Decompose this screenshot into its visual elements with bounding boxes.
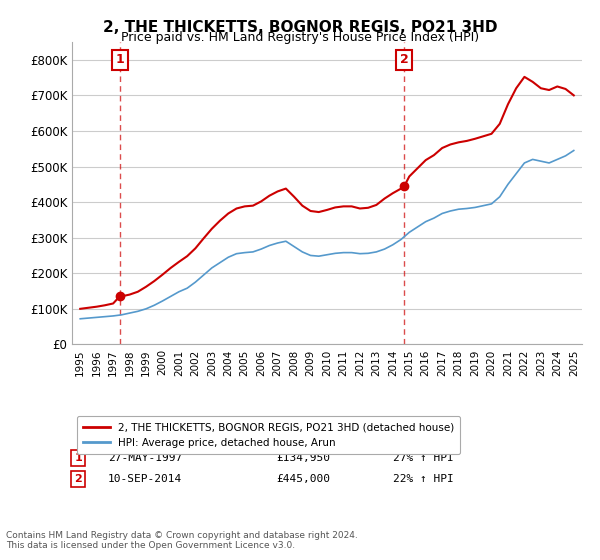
Text: 2: 2 bbox=[74, 474, 82, 484]
Text: 10-SEP-2014: 10-SEP-2014 bbox=[108, 474, 182, 484]
Text: 2, THE THICKETTS, BOGNOR REGIS, PO21 3HD: 2, THE THICKETTS, BOGNOR REGIS, PO21 3HD bbox=[103, 20, 497, 35]
Text: 1: 1 bbox=[74, 453, 82, 463]
Text: 2: 2 bbox=[400, 53, 409, 66]
Text: 1: 1 bbox=[115, 53, 124, 66]
Text: Price paid vs. HM Land Registry's House Price Index (HPI): Price paid vs. HM Land Registry's House … bbox=[121, 31, 479, 44]
Legend: 2, THE THICKETTS, BOGNOR REGIS, PO21 3HD (detached house), HPI: Average price, d: 2, THE THICKETTS, BOGNOR REGIS, PO21 3HD… bbox=[77, 416, 460, 454]
Text: 27% ↑ HPI: 27% ↑ HPI bbox=[394, 453, 454, 463]
Text: 27-MAY-1997: 27-MAY-1997 bbox=[108, 453, 182, 463]
Text: £445,000: £445,000 bbox=[276, 474, 330, 484]
Text: Contains HM Land Registry data © Crown copyright and database right 2024.
This d: Contains HM Land Registry data © Crown c… bbox=[6, 530, 358, 550]
Text: 22% ↑ HPI: 22% ↑ HPI bbox=[394, 474, 454, 484]
Text: £134,950: £134,950 bbox=[276, 453, 330, 463]
